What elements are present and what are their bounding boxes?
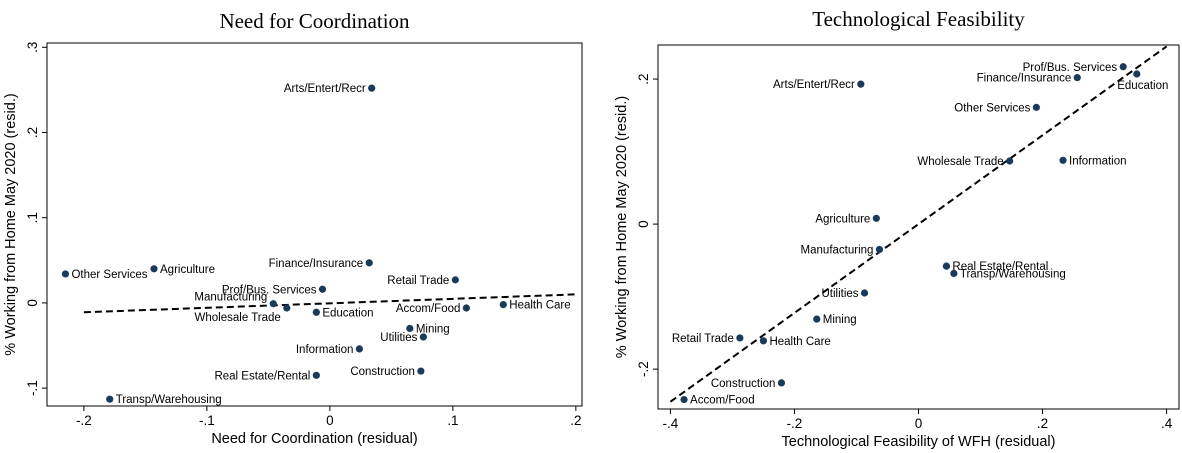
point-label-wholesale-trade: Wholesale Trade (195, 312, 281, 324)
point-label-utilities: Utilities (380, 332, 417, 344)
point-label-information: Information (1069, 155, 1127, 167)
point-education (312, 308, 320, 316)
point-label-prof-bus-services: Prof/Bus. Services (222, 284, 317, 296)
y-tick-label: .1 (25, 212, 40, 223)
point-arts-entert-recr (857, 80, 865, 88)
point-label-arts-entert-recr: Arts/Entert/Recr (284, 83, 366, 95)
point-other-services (61, 270, 70, 278)
point-label-information: Information (296, 344, 354, 356)
point-label-manufacturing: Manufacturing (801, 244, 874, 256)
x-tick-label: .2 (1037, 416, 1048, 431)
point-label-accom-food: Accom/Food (690, 395, 755, 407)
y-tick-label: .2 (25, 127, 40, 138)
point-retail-trade (451, 276, 459, 284)
point-health-care (759, 337, 768, 345)
point-manufacturing (875, 245, 884, 254)
point-label-retail-trade: Retail Trade (387, 275, 449, 287)
point-transp-warehousing (950, 269, 958, 278)
point-accom-food (462, 304, 470, 312)
point-mining (406, 324, 414, 333)
y-tick-label: .2 (636, 73, 651, 84)
chart-title: Technological Feasibility (812, 7, 1025, 31)
y-tick-label: -.1 (25, 380, 40, 396)
point-label-arts-entert-recr: Arts/Entert/Recr (773, 79, 855, 91)
panel-technological-feasibility: Technological Feasibility -.4 -.2 0 .2 .4 -.2 0… (614, 7, 1180, 450)
x-tick-label: .2 (570, 413, 581, 428)
point-label-construction: Construction (711, 378, 776, 390)
y-tick-label: .3 (25, 42, 40, 53)
point-other-services (1032, 103, 1040, 111)
point-label-real-estate-rental: Real Estate/Rental (952, 261, 1048, 273)
point-label-education: Education (1117, 80, 1168, 92)
x-axis-label: Technological Feasibility of WFH (residu… (782, 434, 1056, 450)
point-label-other-services: Other Services (71, 269, 147, 281)
point-agriculture (150, 265, 158, 273)
point-retail-trade (736, 334, 744, 342)
x-tick-label: 0 (915, 416, 923, 431)
point-wholesale-trade (1006, 157, 1014, 165)
point-finance-insurance (365, 259, 373, 267)
point-label-retail-trade: Retail Trade (672, 333, 734, 345)
fitted-line (669, 45, 1168, 403)
point-label-agriculture: Agriculture (815, 213, 870, 225)
point-utilities (419, 333, 427, 341)
y-tick-label: 0 (636, 220, 651, 228)
point-prof-bus-services (318, 285, 327, 293)
point-health-care (499, 300, 507, 309)
point-information (355, 345, 363, 353)
point-label-accom-food: Accom/Food (396, 303, 461, 315)
point-label-utilities: Utilities (821, 288, 858, 300)
point-label-agriculture: Agriculture (160, 264, 215, 276)
point-construction (417, 367, 425, 375)
point-label-transp-warehousing: Transp/Warehousing (116, 394, 222, 406)
point-label-finance-insurance: Finance/Insurance (269, 258, 364, 270)
point-label-wholesale-trade: Wholesale Trade (917, 156, 1003, 168)
plot-frame (46, 42, 583, 407)
chart-title: Need for Coordination (219, 9, 410, 33)
point-construction (777, 379, 786, 387)
point-label-health-care: Health Care (509, 300, 570, 312)
point-label-construction: Construction (350, 366, 415, 378)
point-transp-warehousing (106, 395, 114, 403)
point-real-estate-rental (312, 371, 320, 379)
point-label-real-estate-rental: Real Estate/Rental (214, 370, 310, 382)
point-label-finance-insurance: Finance/Insurance (977, 73, 1072, 85)
point-label-transp-warehousing: Transp/Warehousing (960, 268, 1066, 280)
x-tick-label: -.1 (199, 413, 215, 428)
point-label-other-services: Other Services (954, 102, 1030, 114)
point-agriculture (872, 214, 880, 222)
point-manufacturing (269, 300, 277, 308)
point-label-mining: Mining (823, 314, 857, 326)
x-axis-label: Need for Coordination (residual) (211, 431, 417, 447)
point-real-estate-rental (942, 262, 951, 270)
fitted-line (83, 293, 576, 314)
point-label-manufacturing: Manufacturing (194, 292, 267, 304)
point-prof-bus-services (1119, 63, 1127, 71)
point-label-prof-bus-services: Prof/Bus. Services (1023, 62, 1118, 74)
point-education (1133, 70, 1141, 78)
y-axis-label: % Working from Home May 2020 (resid.) (3, 93, 19, 355)
point-finance-insurance (1073, 74, 1081, 82)
x-tick-label: -.2 (787, 416, 803, 431)
x-tick-label: -.4 (663, 416, 679, 431)
x-tick-label: .4 (1161, 416, 1173, 431)
y-axis-label: % Working from Home May 2020 (resid.) (614, 96, 630, 358)
point-label-health-care: Health Care (769, 336, 830, 348)
x-tick-label: -.2 (76, 413, 92, 428)
y-tick-label: 0 (25, 299, 40, 307)
point-label-education: Education (322, 307, 373, 319)
point-arts-entert-recr (368, 84, 376, 92)
x-tick-label: .1 (447, 413, 458, 428)
point-mining (813, 315, 821, 323)
panel-need-for-coordination: Need for Coordination -.2 -.1 0 .1 .2 -.1 0 .1 .2… (3, 9, 583, 447)
point-wholesale-trade (283, 304, 291, 312)
y-tick-label: -.2 (636, 361, 651, 377)
point-utilities (860, 289, 869, 297)
point-accom-food (680, 395, 688, 404)
point-information (1059, 156, 1067, 164)
x-tick-label: 0 (326, 413, 334, 428)
point-label-mining: Mining (416, 323, 450, 335)
